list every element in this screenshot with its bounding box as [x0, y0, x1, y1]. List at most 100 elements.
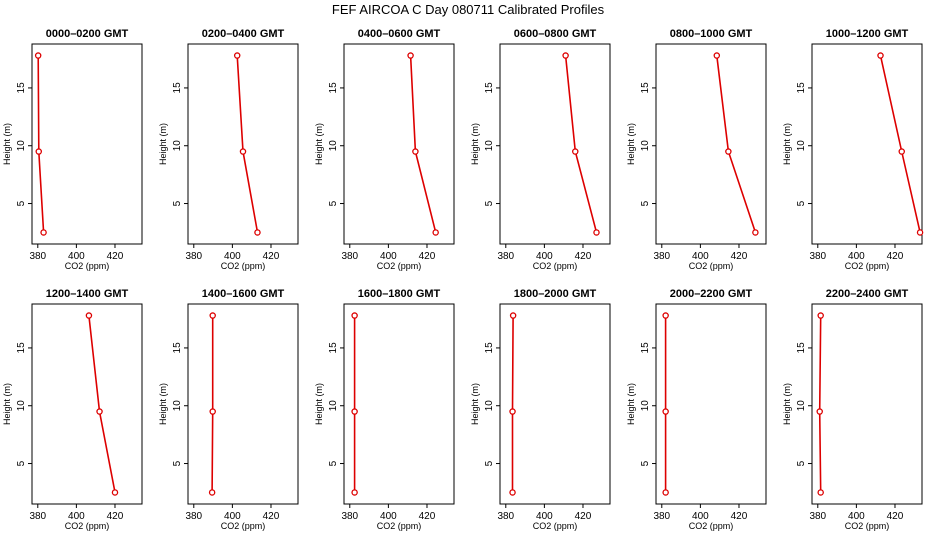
- x-tick-label: 380: [497, 251, 514, 262]
- x-axis-label: CO2 (ppm): [221, 521, 266, 531]
- profile-point: [509, 312, 517, 319]
- profile-line: [818, 315, 822, 493]
- x-tick-label: 420: [731, 511, 748, 522]
- x-tick-label: 380: [29, 251, 46, 262]
- x-tick-label: 400: [224, 251, 241, 262]
- profile-point: [817, 489, 824, 496]
- x-tick-label: 400: [68, 251, 85, 262]
- profile-point: [351, 489, 358, 496]
- x-axis-label: CO2 (ppm): [689, 521, 734, 531]
- y-tick-label: 5: [640, 460, 651, 466]
- profile-point: [233, 52, 241, 59]
- y-tick-label: 5: [16, 200, 27, 206]
- y-axis-label: Height (m): [2, 383, 12, 425]
- panel-title: 2000–2200 GMT: [670, 288, 753, 300]
- x-tick-label: 400: [692, 511, 709, 522]
- profile-point: [817, 312, 824, 319]
- x-tick-label: 420: [575, 251, 592, 262]
- panel-title: 1000–1200 GMT: [826, 28, 909, 40]
- x-tick-label: 420: [419, 251, 436, 262]
- y-axis-label: Height (m): [626, 123, 636, 165]
- y-axis-label: Height (m): [782, 123, 792, 165]
- x-tick-label: 400: [692, 251, 709, 262]
- x-tick-label: 400: [224, 511, 241, 522]
- plot-frame: [655, 43, 767, 245]
- profile-point: [572, 148, 579, 155]
- profile-point: [593, 229, 600, 236]
- profile-point: [816, 408, 823, 415]
- y-tick-label: 10: [328, 140, 339, 152]
- profile-line: [37, 55, 45, 233]
- plot-frame: [187, 43, 299, 245]
- y-tick-label: 15: [640, 342, 651, 354]
- plot-frame: [343, 43, 455, 245]
- profile-point: [752, 229, 759, 236]
- y-tick-label: 10: [796, 400, 807, 412]
- y-tick-label: 10: [16, 400, 27, 412]
- plot-frame: [31, 303, 143, 505]
- y-tick-label: 5: [16, 460, 27, 466]
- profile-point: [713, 52, 721, 59]
- y-tick-label: 15: [796, 82, 807, 94]
- y-tick-label: 15: [640, 82, 651, 94]
- x-tick-label: 400: [380, 511, 397, 522]
- y-tick-label: 15: [484, 342, 495, 354]
- x-tick-label: 380: [341, 251, 358, 262]
- x-tick-label: 380: [185, 511, 202, 522]
- panel-title: 2200–2400 GMT: [826, 288, 909, 300]
- plot-frame: [811, 303, 923, 505]
- plot-frame: [31, 43, 143, 245]
- x-tick-label: 420: [263, 511, 280, 522]
- y-tick-label: 5: [796, 200, 807, 206]
- y-tick-label: 5: [484, 460, 495, 466]
- profile-line: [716, 55, 757, 233]
- y-tick-label: 5: [328, 200, 339, 206]
- profile-point: [209, 312, 216, 319]
- profile-line: [88, 315, 116, 493]
- x-tick-label: 380: [809, 511, 826, 522]
- panel-title: 0000–0200 GMT: [46, 28, 129, 40]
- plot-frame: [655, 303, 767, 505]
- y-axis-label: Height (m): [470, 123, 480, 165]
- profile-point: [40, 229, 47, 236]
- y-tick-label: 10: [328, 400, 339, 412]
- plot-frame: [343, 303, 455, 505]
- profile-line: [409, 55, 437, 233]
- plot-frame: [187, 303, 299, 505]
- profile-line: [564, 55, 598, 233]
- profile-point: [34, 52, 42, 59]
- x-tick-label: 420: [419, 511, 436, 522]
- x-axis-label: CO2 (ppm): [65, 521, 110, 531]
- profile-point: [662, 312, 669, 319]
- y-tick-label: 5: [172, 200, 183, 206]
- profile-point: [407, 52, 414, 59]
- profile-point: [916, 229, 924, 236]
- x-axis-label: CO2 (ppm): [533, 521, 578, 531]
- profile-point: [209, 408, 216, 415]
- profile-point: [35, 148, 43, 155]
- profile-line: [511, 315, 514, 493]
- profile-point: [351, 312, 358, 319]
- y-tick-label: 10: [640, 140, 651, 152]
- profile-point: [509, 408, 516, 415]
- profile-point: [877, 52, 884, 59]
- profile-point: [254, 229, 261, 236]
- profile-point: [208, 489, 216, 496]
- profile-line: [211, 315, 214, 493]
- profile-point: [239, 148, 247, 155]
- y-axis-label: Height (m): [158, 383, 168, 425]
- x-tick-label: 400: [848, 251, 865, 262]
- profile-point: [509, 489, 516, 496]
- y-tick-label: 5: [484, 200, 495, 206]
- y-tick-label: 10: [484, 140, 495, 152]
- x-axis-label: CO2 (ppm): [689, 261, 734, 271]
- y-tick-label: 5: [640, 200, 651, 206]
- x-axis-label: CO2 (ppm): [845, 261, 890, 271]
- x-tick-label: 400: [536, 251, 553, 262]
- profile-point: [351, 408, 358, 415]
- y-axis-label: Height (m): [158, 123, 168, 165]
